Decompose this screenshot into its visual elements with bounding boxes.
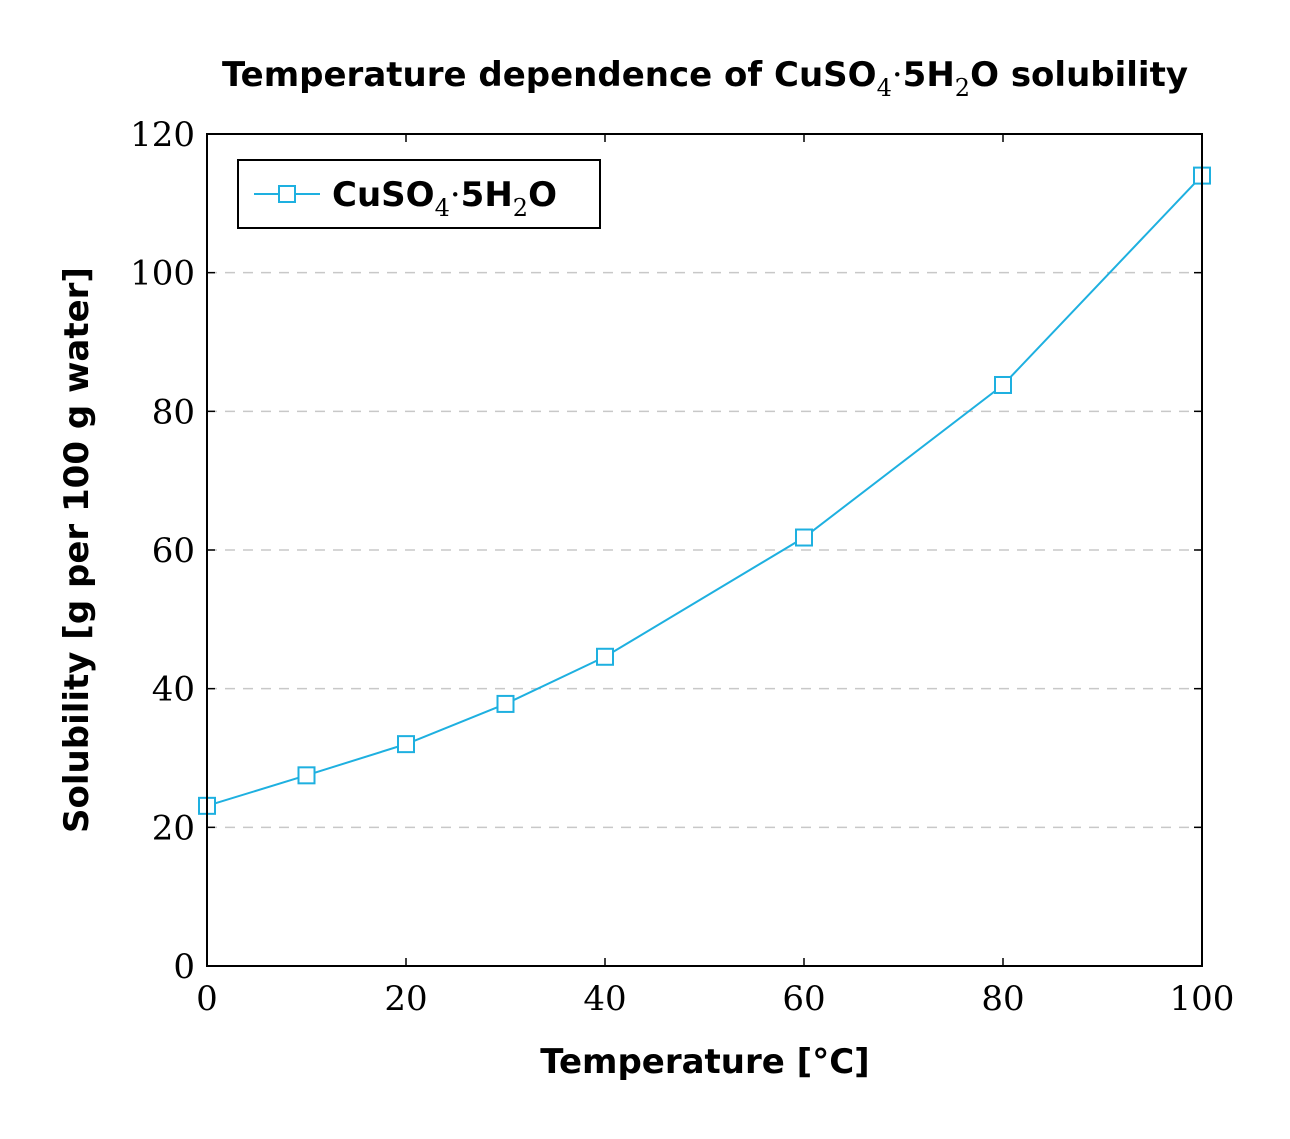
chart-title-sub2: 2 [955,74,970,102]
y-tick-labels: 0 20 40 60 80 100 120 [130,115,195,987]
legend-label: CuSO4·5H2O [332,175,557,222]
gridlines [207,271,1202,829]
series-0-point-4 [596,647,614,666]
x-tick-label-100: 100 [1170,979,1235,1019]
legend-marker [278,185,296,203]
chart-title-prefix: Temperature dependence of CuSO [222,55,877,95]
y-tick-label-60: 60 [152,531,195,571]
x-tick-label-60: 60 [782,979,825,1019]
series-0-point-5 [795,528,813,547]
chart-title-suffix: O solubility [970,55,1188,95]
chart-title: Temperature dependence of CuSO4·5H2O sol… [222,55,1188,102]
legend-label-dot: · [450,175,461,215]
chart-title-sub1: 4 [877,74,892,102]
x-tick-label-40: 40 [583,979,626,1019]
plot-frame [206,133,1203,967]
series-0-point-3 [496,694,515,713]
legend-label-sub2: 2 [513,194,528,222]
x-tick-label-20: 20 [384,979,427,1019]
legend-label-suffix: O [528,175,557,215]
chart-title-mid: 5H [903,55,955,95]
y-tick-label-20: 20 [152,808,195,848]
y-tick-label-120: 120 [130,115,195,155]
y-tick-label-80: 80 [152,392,195,432]
series-0-point-1 [297,766,316,785]
legend: CuSO4·5H2O [237,159,601,229]
x-axis-label: Temperature [°C] [540,1042,869,1082]
legend-label-mid: 5H [461,175,513,215]
x-tick-label-0: 0 [196,979,218,1019]
legend-label-sub1: 4 [435,194,450,222]
chart-title-dot: · [892,55,903,95]
series-0-point-2 [397,735,415,754]
y-tick-label-100: 100 [130,254,195,294]
legend-label-prefix: CuSO [332,175,435,215]
x-tick-label-80: 80 [981,979,1024,1019]
series-layer [198,166,1211,815]
y-axis-label: Solubility [g per 100 g water] [57,267,97,833]
series-0-line [206,174,1203,807]
x-tick-labels: 0 20 40 60 80 100 [196,979,1234,1019]
series-0-point-6 [994,375,1012,394]
y-tick-label-40: 40 [152,670,195,710]
y-tick-label-0: 0 [173,947,195,987]
